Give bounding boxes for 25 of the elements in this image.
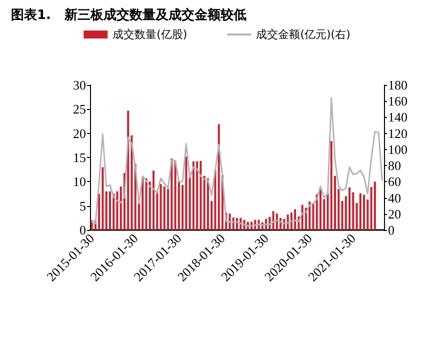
y-tick-label: 20 xyxy=(73,126,86,141)
bar xyxy=(185,156,188,230)
legend-label: 成交数量(亿股) xyxy=(112,28,188,41)
y-tick-label: 25 xyxy=(73,102,86,117)
y2-tick-label: 160 xyxy=(388,94,408,109)
y2-tick-label: 0 xyxy=(388,222,394,238)
y-tick-label: 10 xyxy=(73,174,86,190)
y2-tick-label: 80 xyxy=(388,158,401,174)
bar xyxy=(330,141,332,230)
y-tick-label: 0 xyxy=(80,222,86,238)
y2-tick-label: 100 xyxy=(388,142,408,157)
y2-tick-label: 60 xyxy=(388,174,401,190)
chart-title: 图表1. 新三板成交数量及成交金额较低 xyxy=(11,7,247,23)
legend-label: 成交金额(亿元)(右) xyxy=(256,28,350,41)
line-series xyxy=(91,97,383,227)
y2-tick-label: 20 xyxy=(388,206,401,222)
bar xyxy=(290,212,292,230)
bar xyxy=(192,161,194,230)
y2-tick-label: 40 xyxy=(388,190,401,206)
y2-tick-label: 120 xyxy=(388,126,408,141)
y2-tick-label: 180 xyxy=(388,78,408,92)
y-tick-label: 30 xyxy=(73,78,86,92)
y-tick-label: 5 xyxy=(80,198,86,214)
y-tick-label: 15 xyxy=(73,150,86,165)
y2-tick-label: 140 xyxy=(388,110,408,125)
